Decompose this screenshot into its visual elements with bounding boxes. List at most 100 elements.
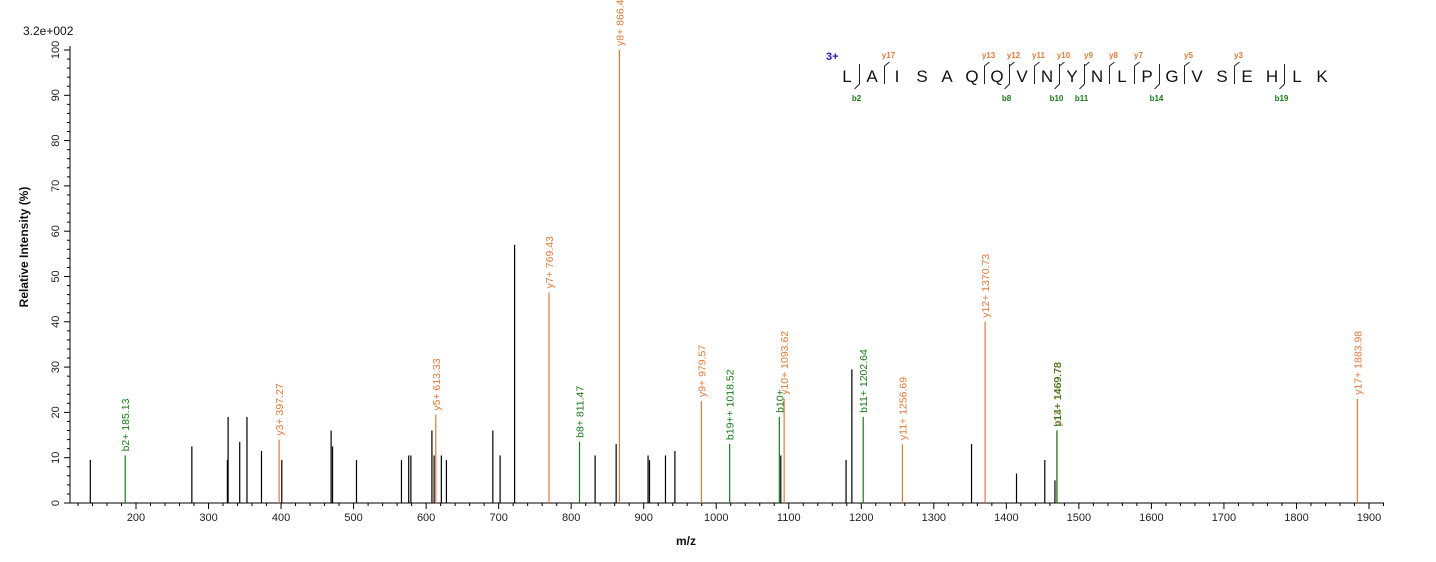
x-tick-label: 400 bbox=[272, 512, 290, 524]
x-tick-label: 500 bbox=[344, 512, 362, 524]
y-tick-label: 10 bbox=[50, 452, 62, 464]
y-tick-label: 30 bbox=[50, 361, 62, 373]
sequence-residue: N bbox=[1091, 67, 1103, 86]
x-tick-label: 1100 bbox=[777, 512, 801, 524]
sequence-residue: Y bbox=[1066, 67, 1077, 86]
y-cleavage-mark bbox=[984, 61, 990, 84]
x-tick-label: 600 bbox=[417, 512, 435, 524]
y-fragment-label: y9 bbox=[1084, 51, 1093, 60]
sequence-residue: L bbox=[842, 67, 851, 86]
y-fragment-label: y12 bbox=[1007, 51, 1021, 60]
sequence-residue: Q bbox=[990, 67, 1003, 86]
x-tick-label: 1900 bbox=[1357, 512, 1381, 524]
y-tick-label: 0 bbox=[50, 500, 62, 506]
b-ion-label: b14+ 1469.78 bbox=[1052, 362, 1064, 427]
y-fragment-label: y10 bbox=[1057, 51, 1071, 60]
y-ion-label: y7+ 769.43 bbox=[544, 236, 556, 288]
y-ion-label: y3+ 397.27 bbox=[274, 383, 286, 435]
sequence-residue: S bbox=[916, 67, 927, 86]
y-cleavage-mark bbox=[1109, 61, 1115, 84]
y-ion-label: y12+ 1370.73 bbox=[980, 254, 992, 318]
b-cleavage-mark bbox=[1279, 64, 1285, 90]
y-cleavage-mark bbox=[1084, 61, 1090, 84]
charge-state: 3+ bbox=[826, 51, 839, 63]
y-fragment-label: y17 bbox=[882, 51, 896, 60]
x-axis-title: m/z bbox=[676, 534, 696, 548]
b-ion-label: b19++ 1018.52 bbox=[725, 369, 737, 440]
sequence-residue: L bbox=[1117, 67, 1126, 86]
intensity-scale-label: 3.2e+002 bbox=[23, 24, 74, 38]
b-cleavage-mark bbox=[1079, 64, 1085, 90]
sequence-residue: N bbox=[1041, 67, 1053, 86]
y-ion-label: y11+ 1256.69 bbox=[897, 377, 909, 440]
y-tick-label: 50 bbox=[50, 270, 62, 282]
x-tick-label: 1500 bbox=[1067, 512, 1091, 524]
b-fragment-label: b10 bbox=[1050, 94, 1064, 103]
sequence-residue: A bbox=[866, 67, 878, 86]
sequence-residue: V bbox=[1016, 67, 1028, 86]
b-fragment-label: b11 bbox=[1075, 94, 1089, 103]
sequence-residue: A bbox=[941, 67, 953, 86]
b-cleavage-mark bbox=[1054, 64, 1060, 90]
y-fragment-label: y5 bbox=[1184, 51, 1193, 60]
b-fragment-label: b8 bbox=[1002, 94, 1012, 103]
y-cleavage-mark bbox=[1234, 61, 1240, 84]
y-fragment-label: y7 bbox=[1134, 51, 1143, 60]
b-fragment-label: b19 bbox=[1275, 94, 1289, 103]
y-ion-label: y17+ 1883.98 bbox=[1352, 331, 1364, 395]
y-cleavage-mark bbox=[1009, 61, 1015, 84]
y-ion-label: y10+ 1093.62 bbox=[779, 331, 791, 395]
y-ion-label: y8+ 866.49 bbox=[614, 0, 626, 46]
x-tick-label: 1000 bbox=[704, 512, 728, 524]
sequence-residue: L bbox=[1292, 67, 1301, 86]
b-ion-label: b11+ 1202.64 bbox=[858, 349, 870, 413]
y-tick-label: 40 bbox=[50, 316, 62, 328]
peaks: y3+ 397.27 y5+ 613.33 y7+ 769.43 y8+ 866.49… bbox=[89, 0, 1364, 503]
y-tick-label: 70 bbox=[50, 180, 62, 192]
x-tick-label: 1800 bbox=[1284, 512, 1308, 524]
sequence-residue: Q bbox=[965, 67, 978, 86]
y-fragment-label: y13 bbox=[982, 51, 996, 60]
sequence-residue: H bbox=[1266, 67, 1278, 86]
y-ion-label: y13+ 1469.78 bbox=[1052, 362, 1064, 426]
x-tick-label: 1300 bbox=[922, 512, 946, 524]
y-tick-label: 60 bbox=[50, 225, 62, 237]
x-tick-label: 900 bbox=[635, 512, 653, 524]
y-cleavage-mark bbox=[1034, 61, 1040, 84]
y-cleavage-mark bbox=[1059, 61, 1065, 84]
y-axis-title: Relative Intensity (%) bbox=[17, 187, 31, 308]
y-ion-label: y5+ 613.33 bbox=[431, 358, 443, 410]
y-fragment-label: y3 bbox=[1234, 51, 1243, 60]
x-tick-label: 1600 bbox=[1139, 512, 1163, 524]
b-fragment-label: b14 bbox=[1150, 94, 1164, 103]
sequence-residue: E bbox=[1241, 67, 1252, 86]
y-tick-label: 80 bbox=[50, 134, 62, 146]
y-fragment-label: y8 bbox=[1109, 51, 1118, 60]
y-cleavage-mark bbox=[1184, 61, 1190, 84]
y-tick-label: 100 bbox=[50, 41, 62, 59]
y-ion-label: y9+ 979.57 bbox=[696, 345, 708, 397]
b-fragment-label: b2 bbox=[852, 94, 862, 103]
y-fragment-label: y11 bbox=[1032, 51, 1045, 60]
b-cleavage-mark bbox=[854, 64, 860, 90]
y-tick-label: 90 bbox=[50, 89, 62, 101]
x-tick-label: 1400 bbox=[994, 512, 1018, 524]
b-cleavage-mark bbox=[1154, 64, 1160, 90]
sequence-residue: V bbox=[1191, 67, 1203, 86]
x-tick-label: 700 bbox=[489, 512, 507, 524]
b-ion-label: b10+ bbox=[774, 389, 786, 413]
sequence-residue: G bbox=[1165, 67, 1178, 86]
sequence-residue: P bbox=[1141, 67, 1152, 86]
axes: 200 300 400 500 600 700 800 900 1000 1100 1200 1300… bbox=[50, 41, 1385, 524]
x-tick-label: 800 bbox=[562, 512, 580, 524]
sequence-residue: I bbox=[895, 67, 900, 86]
sequence-residue: K bbox=[1316, 67, 1328, 86]
b-ion-label: b2+ 185.13 bbox=[120, 398, 132, 451]
x-tick-label: 1200 bbox=[849, 512, 873, 524]
x-tick-label: 1700 bbox=[1212, 512, 1236, 524]
b-cleavage-mark bbox=[1004, 64, 1010, 90]
y-cleavage-mark bbox=[884, 61, 890, 84]
b-ion-label: b8+ 811.47 bbox=[574, 386, 586, 438]
